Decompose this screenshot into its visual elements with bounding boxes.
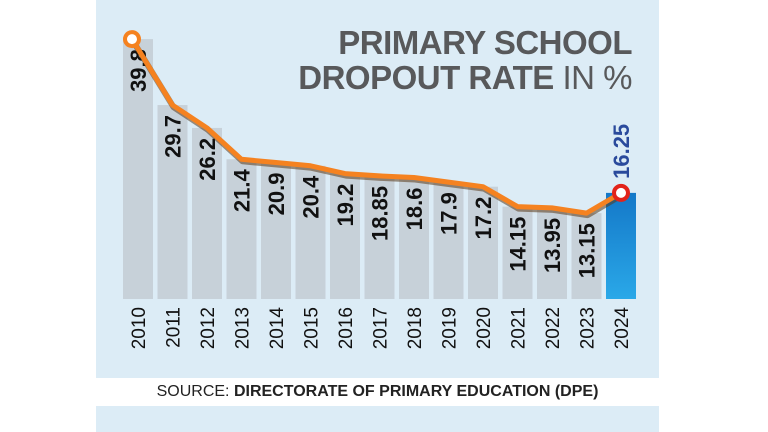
bars-layer: [123, 39, 636, 300]
series-line: [129, 36, 624, 216]
bar-2022: [537, 207, 567, 299]
tick-label-2020: 2020: [474, 307, 495, 349]
tick-label-2024: 2024: [612, 307, 633, 350]
bar-2021: [502, 206, 533, 299]
value-label-2019: 17.9: [437, 192, 462, 235]
chart-title-line-1: PRIMARY SCHOOL: [338, 24, 632, 61]
value-label-2022: 13.95: [540, 218, 565, 273]
value-label-2018: 18.6: [402, 188, 427, 231]
source-note: SOURCE: DIRECTORATE OF PRIMARY EDUCATION…: [96, 381, 659, 403]
value-label-2013: 21.4: [230, 169, 255, 213]
chart-title-main: DROPOUT RATE: [298, 59, 554, 96]
value-label-2012: 26.2: [195, 138, 220, 181]
tick-label-2022: 2022: [543, 307, 564, 349]
bar-2023: [571, 213, 602, 299]
bar-2015: [295, 165, 326, 299]
tick-label-2021: 2021: [509, 307, 530, 349]
value-labels-layer: 39.8 29.7 26.2 21.4 20.9 20.4 19.2 18.85 18.6 17.…: [126, 49, 634, 278]
tick-label-2018: 2018: [405, 307, 426, 349]
bar-2010: [123, 39, 153, 300]
source-prefix: SOURCE:: [156, 383, 230, 400]
bar-2024: [606, 192, 636, 299]
tick-label-2012: 2012: [198, 307, 219, 349]
source-body: DIRECTORATE OF PRIMARY EDUCATION (DPE): [233, 383, 599, 400]
tick-label-2014: 2014: [267, 307, 288, 350]
value-label-2011: 29.7: [161, 115, 186, 158]
tick-label-2016: 2016: [336, 307, 357, 349]
bar-2014: [261, 162, 291, 299]
chart-title-unit: IN %: [562, 59, 632, 96]
start-point-marker: [123, 30, 141, 49]
tick-label-2013: 2013: [233, 307, 254, 349]
tick-label-2017: 2017: [371, 307, 392, 349]
bar-2011: [157, 105, 188, 300]
tick-label-2015: 2015: [302, 307, 323, 349]
value-label-2015: 20.4: [299, 175, 324, 219]
chart-title-line-2: DROPOUT RATE IN %: [298, 61, 632, 94]
bar-2020: [468, 186, 498, 299]
bar-2019: [433, 182, 464, 299]
tick-labels-layer: 2010 2011 2012 2013 2014 2015 2016 2017 2018 2019…: [129, 307, 633, 350]
line-layer: [123, 30, 630, 219]
value-label-2021: 14.15: [506, 217, 531, 272]
tick-label-2010: 2010: [129, 307, 150, 349]
tick-label-2011: 2011: [164, 307, 185, 348]
value-label-2017: 18.85: [368, 186, 393, 241]
value-label-2024: 16.25: [609, 124, 634, 179]
bar-2012: [192, 127, 222, 299]
bar-2016: [330, 173, 360, 299]
bottom-band: [96, 406, 659, 432]
value-label-2014: 20.9: [264, 173, 289, 216]
value-label-2023: 13.15: [575, 223, 600, 278]
tick-label-2019: 2019: [440, 307, 461, 349]
bar-2013: [226, 159, 257, 299]
end-point-marker: [612, 183, 630, 202]
bar-2017: [364, 175, 395, 299]
bar-2018: [399, 177, 429, 299]
value-label-2020: 17.2: [471, 197, 496, 240]
tick-label-2023: 2023: [578, 307, 599, 349]
value-label-2016: 19.2: [333, 184, 358, 227]
value-label-2010: 39.8: [126, 49, 151, 92]
